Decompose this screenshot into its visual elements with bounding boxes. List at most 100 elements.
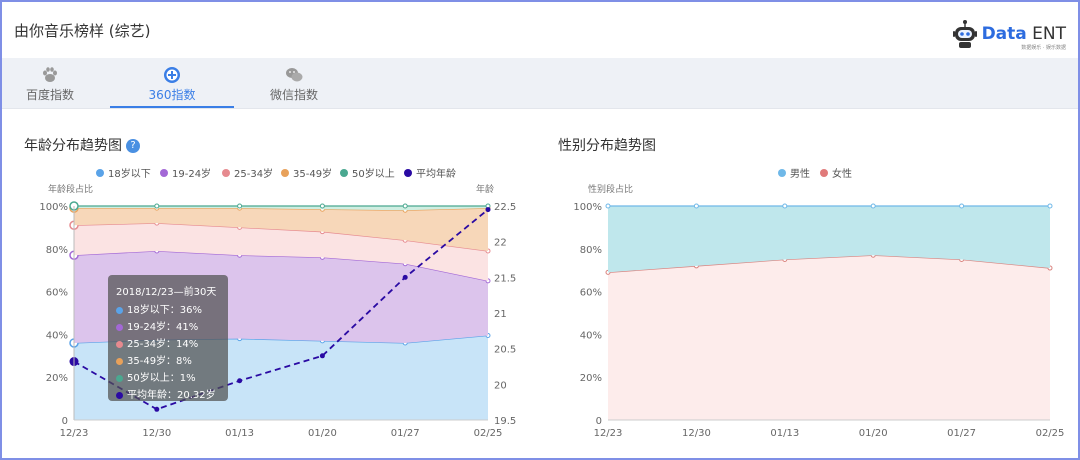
y-tick-label: 40%	[46, 330, 68, 341]
y-right-tick-label: 22.5	[494, 202, 516, 213]
average-age-line	[73, 208, 489, 411]
y-tick-label: 20%	[46, 373, 68, 384]
y-axis-right-label: 年龄	[476, 183, 494, 195]
brand-sub: ENT	[1032, 24, 1066, 44]
y-tick-label: 40%	[580, 330, 602, 341]
y-tick-label: 60%	[46, 288, 68, 299]
tooltip-row: 18岁以下：36%	[116, 301, 202, 316]
brand-tagline: 数据娱乐 · 娱乐数据	[1021, 45, 1066, 51]
x-tick-label: 02/25	[474, 428, 503, 439]
age-chart-title-text: 年龄分布趋势图	[24, 138, 122, 154]
y-right-tick-label: 19.5	[494, 416, 516, 427]
data-point	[959, 203, 965, 209]
area-25-34岁	[74, 223, 488, 281]
tooltip-row-text: 35-49岁：8%	[127, 356, 192, 367]
x-tick-label: 01/27	[947, 428, 976, 439]
help-icon[interactable]: ?	[126, 139, 140, 153]
paw-icon	[43, 67, 57, 82]
wechat-icon	[286, 68, 303, 82]
legend-dot	[116, 374, 123, 382]
y-tick-label: 100%	[39, 202, 68, 213]
tooltip-row-text: 25-34岁：14%	[127, 339, 199, 350]
y-tick-label: 100%	[573, 202, 602, 213]
brand-text: Data ENT	[982, 25, 1066, 43]
area-女性	[608, 255, 1050, 420]
y-tick-label: 80%	[580, 245, 602, 256]
tab-label: 360指数	[148, 88, 196, 102]
legend-dot	[340, 169, 348, 177]
legend-dot	[820, 169, 828, 177]
y-tick-label: 80%	[46, 245, 68, 256]
chart-tooltip: 2018/12/23—前30天 18岁以下：36% 19-24岁：41% 25-…	[108, 275, 228, 401]
area-50岁以上	[74, 206, 488, 211]
average-age-point	[154, 406, 160, 412]
legend-dot	[96, 169, 104, 177]
average-age-point	[319, 353, 325, 359]
legend-dot	[116, 323, 123, 331]
page-title: 由你音乐榜样 (综艺)	[14, 22, 151, 40]
data-point	[870, 203, 876, 209]
y-right-tick-label: 21	[494, 309, 507, 320]
legend-dot	[404, 169, 412, 177]
gender-chart-title: 性别分布趋势图	[558, 138, 656, 154]
data-point	[237, 203, 243, 209]
data-point	[782, 203, 788, 209]
legend-label: 19-24岁	[172, 167, 211, 180]
tooltip-row: 平均年龄：20.32岁	[116, 386, 216, 401]
x-tick-label: 12/23	[594, 428, 623, 439]
tooltip-row-text: 平均年龄：20.32岁	[127, 390, 216, 401]
y-axis-left-label: 性别段占比	[588, 183, 633, 195]
brand-main: Data	[981, 24, 1027, 44]
legend-label: 50岁以上	[352, 167, 395, 180]
tooltip-row-text: 18岁以下：36%	[127, 305, 202, 316]
tooltip-row-text: 19-24岁：41%	[127, 322, 199, 333]
x-tick-label: 01/13	[225, 428, 254, 439]
x-tick-label: 12/23	[60, 428, 89, 439]
y-tick-label: 20%	[580, 373, 602, 384]
y-right-tick-label: 20	[494, 380, 507, 391]
tab-wechat-index[interactable]: 微信指数	[256, 58, 332, 108]
data-point	[154, 203, 160, 209]
data-point	[693, 203, 699, 209]
tab-baidu-index[interactable]: 百度指数	[12, 58, 88, 108]
average-age-point	[485, 207, 491, 213]
brand-logo[interactable]: Data ENT 数据娱乐 · 娱乐数据	[952, 16, 1066, 52]
legend-label: 女性	[832, 167, 852, 180]
legend-dot	[116, 306, 123, 314]
legend-dot	[222, 169, 230, 177]
tab-360-index[interactable]: 360指数	[110, 58, 234, 108]
legend-label: 18岁以下	[108, 167, 151, 180]
plus-circle-icon	[164, 67, 180, 83]
y-axis-left-label: 年龄段占比	[48, 183, 93, 195]
tooltip-row: 25-34岁：14%	[116, 335, 198, 350]
x-tick-label: 01/20	[859, 428, 888, 439]
tooltip-row: 35-49岁：8%	[116, 352, 192, 367]
tooltip-row: 19-24岁：41%	[116, 318, 198, 333]
average-age-point	[402, 274, 408, 280]
x-tick-label: 12/30	[142, 428, 171, 439]
legend-dot	[116, 340, 123, 348]
tab-label: 微信指数	[269, 88, 318, 102]
legend-dot	[778, 169, 786, 177]
data-point	[1047, 203, 1053, 209]
data-point	[402, 203, 408, 209]
area-男性	[608, 206, 1050, 273]
average-age-point	[237, 378, 243, 384]
tab-bar: 百度指数 360指数 微信指数	[2, 58, 1078, 109]
y-tick-label: 60%	[580, 288, 602, 299]
legend-label: 平均年龄	[416, 167, 456, 180]
data-point	[605, 203, 611, 209]
header: 由你音乐榜样 (综艺) Data ENT 数据娱乐 · 娱乐数据	[2, 2, 1078, 58]
tooltip-title: 2018/12/23—前30天	[116, 287, 217, 298]
y-right-tick-label: 21.5	[494, 273, 516, 284]
age-chart-title: 年龄分布趋势图?	[24, 135, 140, 155]
y-right-tick-label: 22	[494, 238, 507, 249]
legend-label: 35-49岁	[293, 167, 332, 180]
y-tick-label: 0	[596, 416, 602, 427]
legend-dot	[116, 391, 123, 399]
x-tick-label: 01/20	[308, 428, 337, 439]
y-right-tick-label: 20.5	[494, 345, 516, 356]
